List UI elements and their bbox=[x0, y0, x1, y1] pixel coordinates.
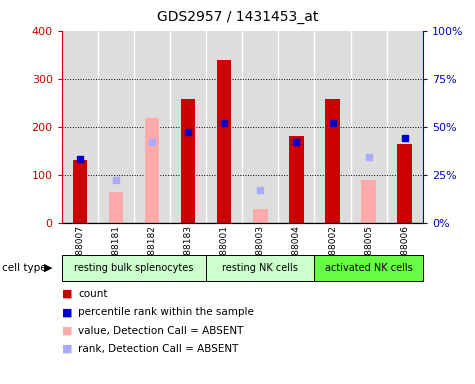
Bar bbox=[181, 99, 195, 223]
Bar bbox=[387, 31, 423, 223]
FancyBboxPatch shape bbox=[62, 255, 206, 281]
Text: ■: ■ bbox=[62, 326, 72, 336]
Bar bbox=[206, 31, 242, 223]
Bar bbox=[170, 31, 206, 223]
Bar bbox=[145, 118, 159, 223]
Bar bbox=[325, 99, 340, 223]
Bar bbox=[73, 161, 87, 223]
Text: ▶: ▶ bbox=[44, 263, 52, 273]
Bar bbox=[278, 31, 314, 223]
Bar bbox=[253, 209, 267, 223]
Bar bbox=[109, 192, 123, 223]
Text: resting bulk splenocytes: resting bulk splenocytes bbox=[74, 263, 194, 273]
Bar bbox=[242, 31, 278, 223]
Text: GDS2957 / 1431453_at: GDS2957 / 1431453_at bbox=[157, 10, 318, 23]
Text: activated NK cells: activated NK cells bbox=[325, 263, 412, 273]
Bar bbox=[361, 180, 376, 223]
Bar bbox=[217, 61, 231, 223]
Text: count: count bbox=[78, 289, 108, 299]
Bar bbox=[134, 31, 170, 223]
Bar bbox=[289, 136, 304, 223]
FancyBboxPatch shape bbox=[314, 255, 423, 281]
FancyBboxPatch shape bbox=[206, 255, 314, 281]
Bar bbox=[62, 31, 98, 223]
Bar bbox=[314, 31, 351, 223]
Text: ■: ■ bbox=[62, 344, 72, 354]
Bar bbox=[98, 31, 134, 223]
Text: ■: ■ bbox=[62, 307, 72, 317]
Text: resting NK cells: resting NK cells bbox=[222, 263, 298, 273]
Bar bbox=[351, 31, 387, 223]
Text: cell type: cell type bbox=[2, 263, 47, 273]
Text: ■: ■ bbox=[62, 289, 72, 299]
Bar bbox=[398, 144, 412, 223]
Text: percentile rank within the sample: percentile rank within the sample bbox=[78, 307, 254, 317]
Text: rank, Detection Call = ABSENT: rank, Detection Call = ABSENT bbox=[78, 344, 239, 354]
Text: value, Detection Call = ABSENT: value, Detection Call = ABSENT bbox=[78, 326, 244, 336]
